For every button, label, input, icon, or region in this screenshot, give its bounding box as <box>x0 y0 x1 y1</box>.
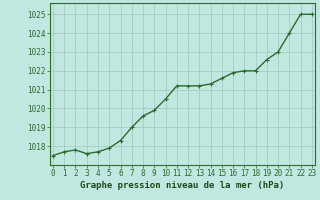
X-axis label: Graphe pression niveau de la mer (hPa): Graphe pression niveau de la mer (hPa) <box>80 181 284 190</box>
